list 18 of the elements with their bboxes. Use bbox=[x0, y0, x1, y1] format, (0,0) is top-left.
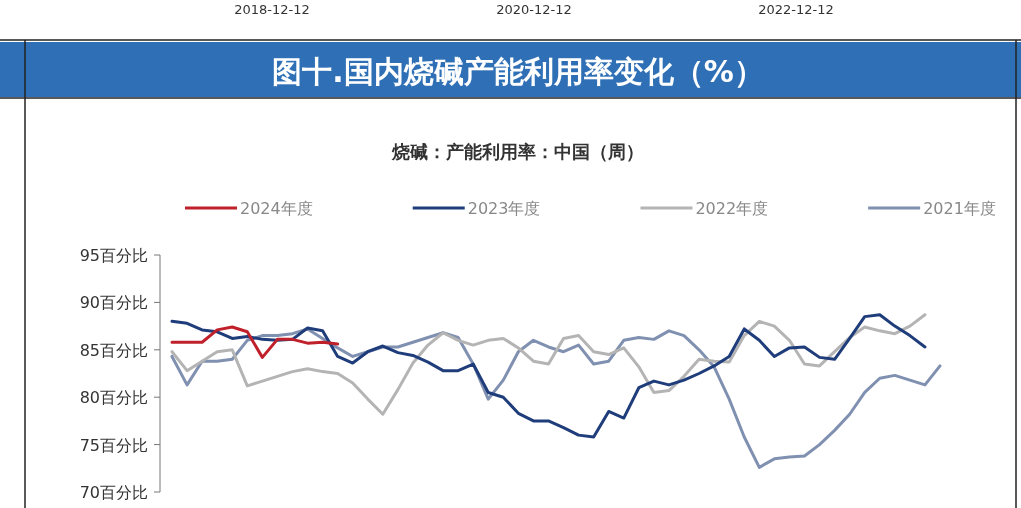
y-tick-label: 75百分比 bbox=[79, 435, 148, 455]
y-tick-label: 90百分比 bbox=[79, 293, 148, 313]
text: 2020-12-12 bbox=[496, 2, 572, 17]
legend-label: 2023年度 bbox=[467, 199, 541, 218]
line-series bbox=[170, 313, 927, 416]
chart-subtitle: 烧碱：产能利用率：中国（周） bbox=[391, 141, 644, 162]
legend-label: 2021年度 bbox=[923, 199, 996, 218]
y-tick-label: 85百分比 bbox=[79, 340, 148, 360]
line-series bbox=[170, 325, 340, 359]
line-series bbox=[170, 313, 927, 439]
legend-label: 2024年度 bbox=[240, 199, 313, 218]
y-tick-label: 70百分比 bbox=[79, 483, 148, 502]
chart-title: 图十.国内烧碱产能利用率变化（%） bbox=[272, 54, 764, 89]
y-tick-label: 80百分比 bbox=[79, 388, 148, 408]
text: 2018-12-12 bbox=[234, 2, 310, 17]
legend-label: 2022年度 bbox=[695, 199, 769, 218]
y-tick-label: 95百分比 bbox=[79, 246, 148, 265]
text: 2022-12-12 bbox=[758, 2, 834, 17]
